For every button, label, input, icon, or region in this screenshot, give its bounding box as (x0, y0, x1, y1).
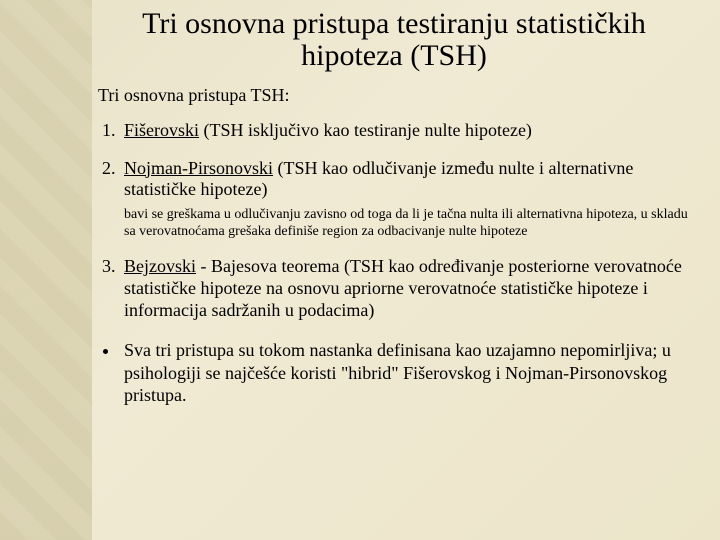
list-item: Bejzovski - Bajesova teorema (TSH kao od… (120, 256, 690, 321)
slide-content: Tri osnovna pristupa testiranju statisti… (98, 4, 690, 520)
decorative-left-strip (0, 0, 92, 540)
summary-bullet: Sva tri pristupa su tokom nastanka defin… (120, 339, 690, 407)
summary-bullet-list: Sva tri pristupa su tokom nastanka defin… (98, 339, 690, 407)
approach-desc: - Bajesova teorema (TSH kao određivanje … (124, 256, 682, 319)
approach-list: Fišerovski (TSH isključivo kao testiranj… (98, 120, 690, 321)
intro-text: Tri osnovna pristupa TSH: (98, 85, 690, 106)
approach-subnote: bavi se greškama u odlučivanju zavisno o… (124, 207, 690, 241)
slide: Tri osnovna pristupa testiranju statisti… (0, 0, 720, 540)
list-item: Nojman-Pirsonovski (TSH kao odlučivanje … (120, 158, 690, 241)
approach-name: Fišerovski (124, 120, 199, 140)
approach-desc: (TSH isključivo kao testiranje nulte hip… (199, 120, 532, 140)
approach-name: Nojman-Pirsonovski (124, 158, 273, 178)
slide-title: Tri osnovna pristupa testiranju statisti… (98, 4, 690, 71)
approach-name: Bejzovski (124, 256, 196, 276)
list-item: Fišerovski (TSH isključivo kao testiranj… (120, 120, 690, 142)
